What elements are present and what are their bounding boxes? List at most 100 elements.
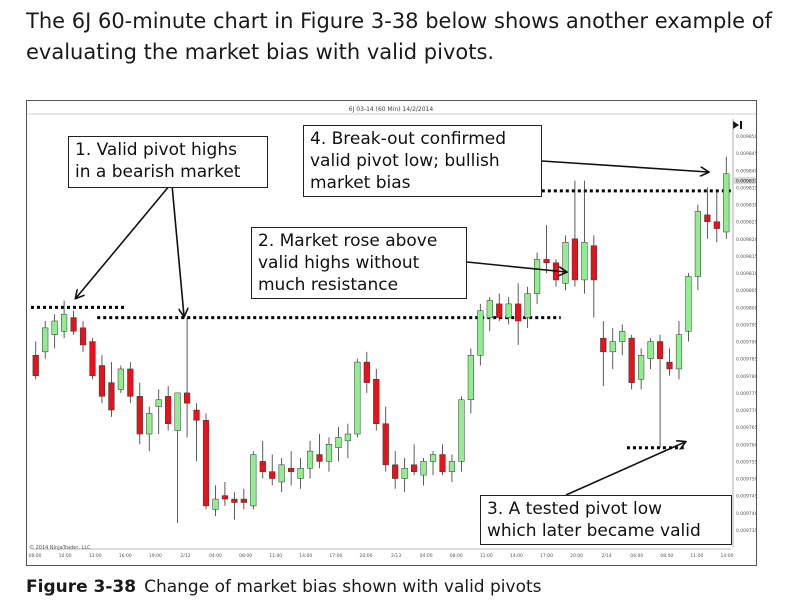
y-tick-label: 0.009820 [736, 237, 756, 243]
candle [552, 259, 560, 287]
y-tick-label: 0.009825 [736, 220, 756, 226]
candle-body-down [32, 355, 39, 377]
candle [723, 156, 730, 239]
x-tick-label: 17:00 [329, 553, 342, 559]
y-tick-label: 0.009780 [736, 374, 756, 380]
candle [647, 338, 654, 369]
candle [136, 382, 143, 445]
candle-body-down [259, 461, 266, 472]
candle [354, 358, 361, 438]
candle-body-down [363, 361, 370, 383]
candle [496, 293, 503, 322]
candle [202, 413, 210, 510]
x-tick-label: 04:00 [209, 553, 222, 559]
candle-body-down [288, 467, 295, 472]
candle [600, 321, 607, 387]
candle-body-up [723, 173, 730, 233]
candle-body-down [221, 495, 229, 500]
candle-body-up [429, 454, 437, 462]
levels-layer [31, 189, 731, 450]
candle-body-up [250, 454, 257, 507]
candle [250, 451, 257, 510]
candle-body-down [202, 420, 210, 507]
y-tick-label: 0.009750 [736, 477, 756, 483]
candle [373, 368, 380, 431]
candle [467, 348, 474, 414]
candle [70, 310, 77, 335]
candle-body-up [524, 293, 531, 318]
candle [401, 457, 408, 493]
current-price-label: 0.009837 [736, 179, 756, 185]
candle [183, 317, 191, 438]
candle [486, 297, 493, 332]
y-tick-label: 0.009775 [736, 391, 756, 397]
candle [439, 444, 446, 476]
candle [694, 204, 701, 291]
candle [420, 457, 427, 486]
candle [666, 348, 673, 376]
candle-body-down [666, 361, 673, 370]
x-tick-label: 11:00 [269, 553, 282, 559]
candle-body-down [656, 341, 664, 359]
candle-body-down [628, 337, 635, 383]
x-tick-label: 04:00 [420, 553, 433, 559]
y-tick-label: 0.009835 [736, 185, 756, 191]
candle [448, 454, 456, 482]
x-tick-label: 14:00 [510, 553, 523, 559]
y-tick-label: 0.009765 [736, 425, 756, 431]
candle [117, 365, 124, 393]
candle-body-up [458, 399, 465, 462]
candle-body-up [297, 467, 304, 479]
candle-body-up [533, 259, 541, 294]
y-tick-label: 0.009805 [736, 288, 756, 294]
candle [288, 451, 295, 486]
candle-body-up [675, 334, 683, 370]
candle-body-down [543, 259, 550, 264]
candle [619, 324, 626, 356]
candle-body-up [42, 327, 49, 353]
candle [51, 314, 58, 349]
candle [685, 273, 692, 342]
y-tick-label: 0.009745 [736, 494, 756, 500]
candle [429, 451, 437, 476]
x-tick-label: 11:00 [690, 553, 703, 559]
candle [42, 321, 49, 359]
candle [515, 283, 522, 345]
candle [316, 434, 323, 469]
x-tick-label: 2/14 [602, 553, 612, 559]
x-tick-label: 20:00 [570, 553, 583, 559]
candle [146, 406, 153, 452]
copyright-label: © 2014 NinjaTrader, LLC [29, 544, 91, 551]
callout-3: 3. A tested pivot low which later became… [480, 495, 732, 545]
candle [127, 362, 134, 404]
y-tick-label: 0.009830 [736, 203, 756, 209]
candle-body-down [89, 341, 96, 377]
candle-body-down [600, 337, 607, 353]
candle-body-up [51, 320, 58, 335]
x-tick-label: 08:00 [239, 553, 252, 559]
candle-body-down [496, 303, 503, 318]
candle-body-down [392, 464, 399, 479]
candle [32, 341, 39, 380]
candle-body-up [467, 355, 474, 401]
callout-1: 1. Valid pivot highs in a bearish market [68, 136, 268, 188]
x-tick-label: 16:00 [119, 553, 132, 559]
x-tick-label: 19:00 [149, 553, 162, 559]
candle [477, 303, 484, 366]
candle-body-up [505, 303, 512, 318]
scroll-to-end-icon[interactable] [733, 121, 742, 129]
candle [392, 451, 399, 489]
y-tick-label: 0.009755 [736, 459, 756, 465]
y-tick-label: 0.009800 [736, 305, 756, 311]
candle-body-down [136, 396, 143, 435]
candle [306, 440, 314, 479]
candle [212, 485, 219, 517]
candle [411, 444, 418, 476]
candle-body-down [704, 214, 711, 222]
candle [713, 190, 720, 243]
y-tick-label: 0.009770 [736, 408, 756, 414]
candle-body-down [373, 378, 380, 424]
candle-body-down [269, 471, 276, 479]
x-tick-label: 17:00 [540, 553, 553, 559]
chart-title: 6J 03-14 (60 Min) 14/2/2014 [349, 106, 434, 113]
